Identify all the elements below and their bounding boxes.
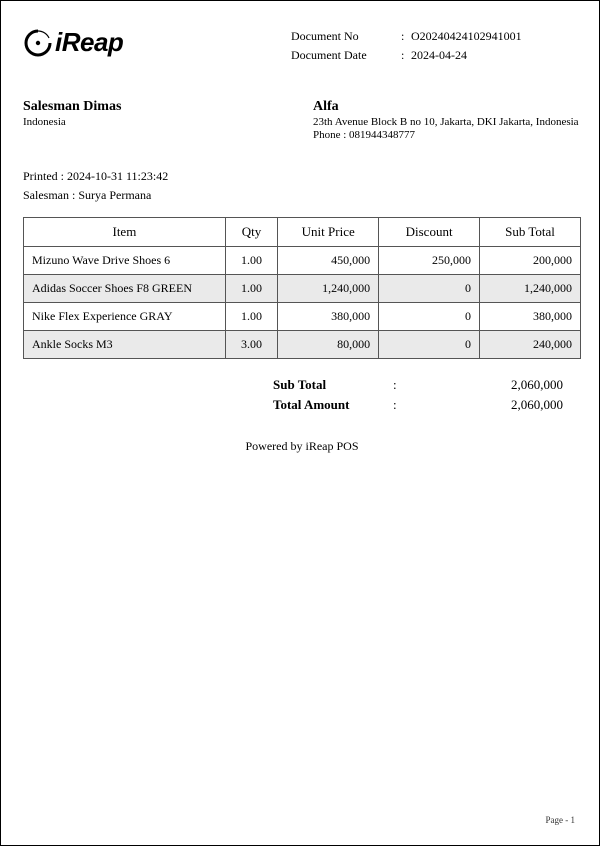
cell-unit-price: 380,000 xyxy=(278,303,379,331)
customer-block: Alfa 23th Avenue Block B no 10, Jakarta,… xyxy=(313,99,581,141)
col-sub-total: Sub Total xyxy=(480,218,581,247)
parties: Salesman Dimas Indonesia Alfa 23th Avenu… xyxy=(23,99,581,141)
colon: : xyxy=(393,397,403,413)
doc-no-label: Document No xyxy=(291,29,401,44)
table-header-row: Item Qty Unit Price Discount Sub Total xyxy=(24,218,581,247)
cell-discount: 0 xyxy=(379,275,480,303)
sub-total-label: Sub Total xyxy=(273,377,393,393)
cell-qty: 1.00 xyxy=(225,247,277,275)
print-info: Printed : 2024-10-31 11:23:42 Salesman :… xyxy=(23,169,581,203)
customer-address: 23th Avenue Block B no 10, Jakarta, DKI … xyxy=(313,116,581,128)
document-meta: Document No : O20240424102941001 Documen… xyxy=(291,29,581,63)
cell-qty: 1.00 xyxy=(225,275,277,303)
total-amount-value: 2,060,000 xyxy=(403,397,563,413)
cell-qty: 3.00 xyxy=(225,331,277,359)
table-row: Nike Flex Experience GRAY 1.00 380,000 0… xyxy=(24,303,581,331)
seller-name: Salesman Dimas xyxy=(23,99,283,115)
colon: : xyxy=(401,48,411,63)
document-page: iReap Document No : O20240424102941001 D… xyxy=(0,0,600,846)
doc-date-value: 2024-04-24 xyxy=(411,48,581,63)
cell-sub-total: 1,240,000 xyxy=(480,275,581,303)
salesman-line: Salesman : Surya Permana xyxy=(23,188,581,203)
table-row: Ankle Socks M3 3.00 80,000 0 240,000 xyxy=(24,331,581,359)
cell-sub-total: 240,000 xyxy=(480,331,581,359)
doc-date-label: Document Date xyxy=(291,48,401,63)
printed-line: Printed : 2024-10-31 11:23:42 xyxy=(23,169,581,184)
seller-block: Salesman Dimas Indonesia xyxy=(23,99,283,141)
cell-item: Mizuno Wave Drive Shoes 6 xyxy=(24,247,226,275)
cell-discount: 250,000 xyxy=(379,247,480,275)
cell-unit-price: 450,000 xyxy=(278,247,379,275)
total-amount-label: Total Amount xyxy=(273,397,393,413)
customer-name: Alfa xyxy=(313,99,581,115)
cell-sub-total: 380,000 xyxy=(480,303,581,331)
cell-discount: 0 xyxy=(379,303,480,331)
seller-country: Indonesia xyxy=(23,116,283,128)
cell-unit-price: 1,240,000 xyxy=(278,275,379,303)
page-number: Page - 1 xyxy=(546,815,576,825)
table-body: Mizuno Wave Drive Shoes 6 1.00 450,000 2… xyxy=(24,247,581,359)
col-item: Item xyxy=(24,218,226,247)
powered-by: Powered by iReap POS xyxy=(23,439,581,454)
items-table: Item Qty Unit Price Discount Sub Total M… xyxy=(23,217,581,359)
logo: iReap xyxy=(23,27,123,58)
cell-qty: 1.00 xyxy=(225,303,277,331)
col-discount: Discount xyxy=(379,218,480,247)
table-row: Adidas Soccer Shoes F8 GREEN 1.00 1,240,… xyxy=(24,275,581,303)
doc-no-value: O20240424102941001 xyxy=(411,29,581,44)
cell-unit-price: 80,000 xyxy=(278,331,379,359)
sub-total-value: 2,060,000 xyxy=(403,377,563,393)
customer-phone: Phone : 081944348777 xyxy=(313,129,581,141)
col-unit-price: Unit Price xyxy=(278,218,379,247)
col-qty: Qty xyxy=(225,218,277,247)
colon: : xyxy=(401,29,411,44)
ireap-icon xyxy=(23,28,53,58)
logo-text: iReap xyxy=(55,27,123,58)
cell-item: Nike Flex Experience GRAY xyxy=(24,303,226,331)
cell-item: Adidas Soccer Shoes F8 GREEN xyxy=(24,275,226,303)
header: iReap Document No : O20240424102941001 D… xyxy=(23,23,581,63)
cell-item: Ankle Socks M3 xyxy=(24,331,226,359)
cell-discount: 0 xyxy=(379,331,480,359)
cell-sub-total: 200,000 xyxy=(480,247,581,275)
colon: : xyxy=(393,377,403,393)
totals: Sub Total : 2,060,000 Total Amount : 2,0… xyxy=(23,377,581,413)
table-row: Mizuno Wave Drive Shoes 6 1.00 450,000 2… xyxy=(24,247,581,275)
